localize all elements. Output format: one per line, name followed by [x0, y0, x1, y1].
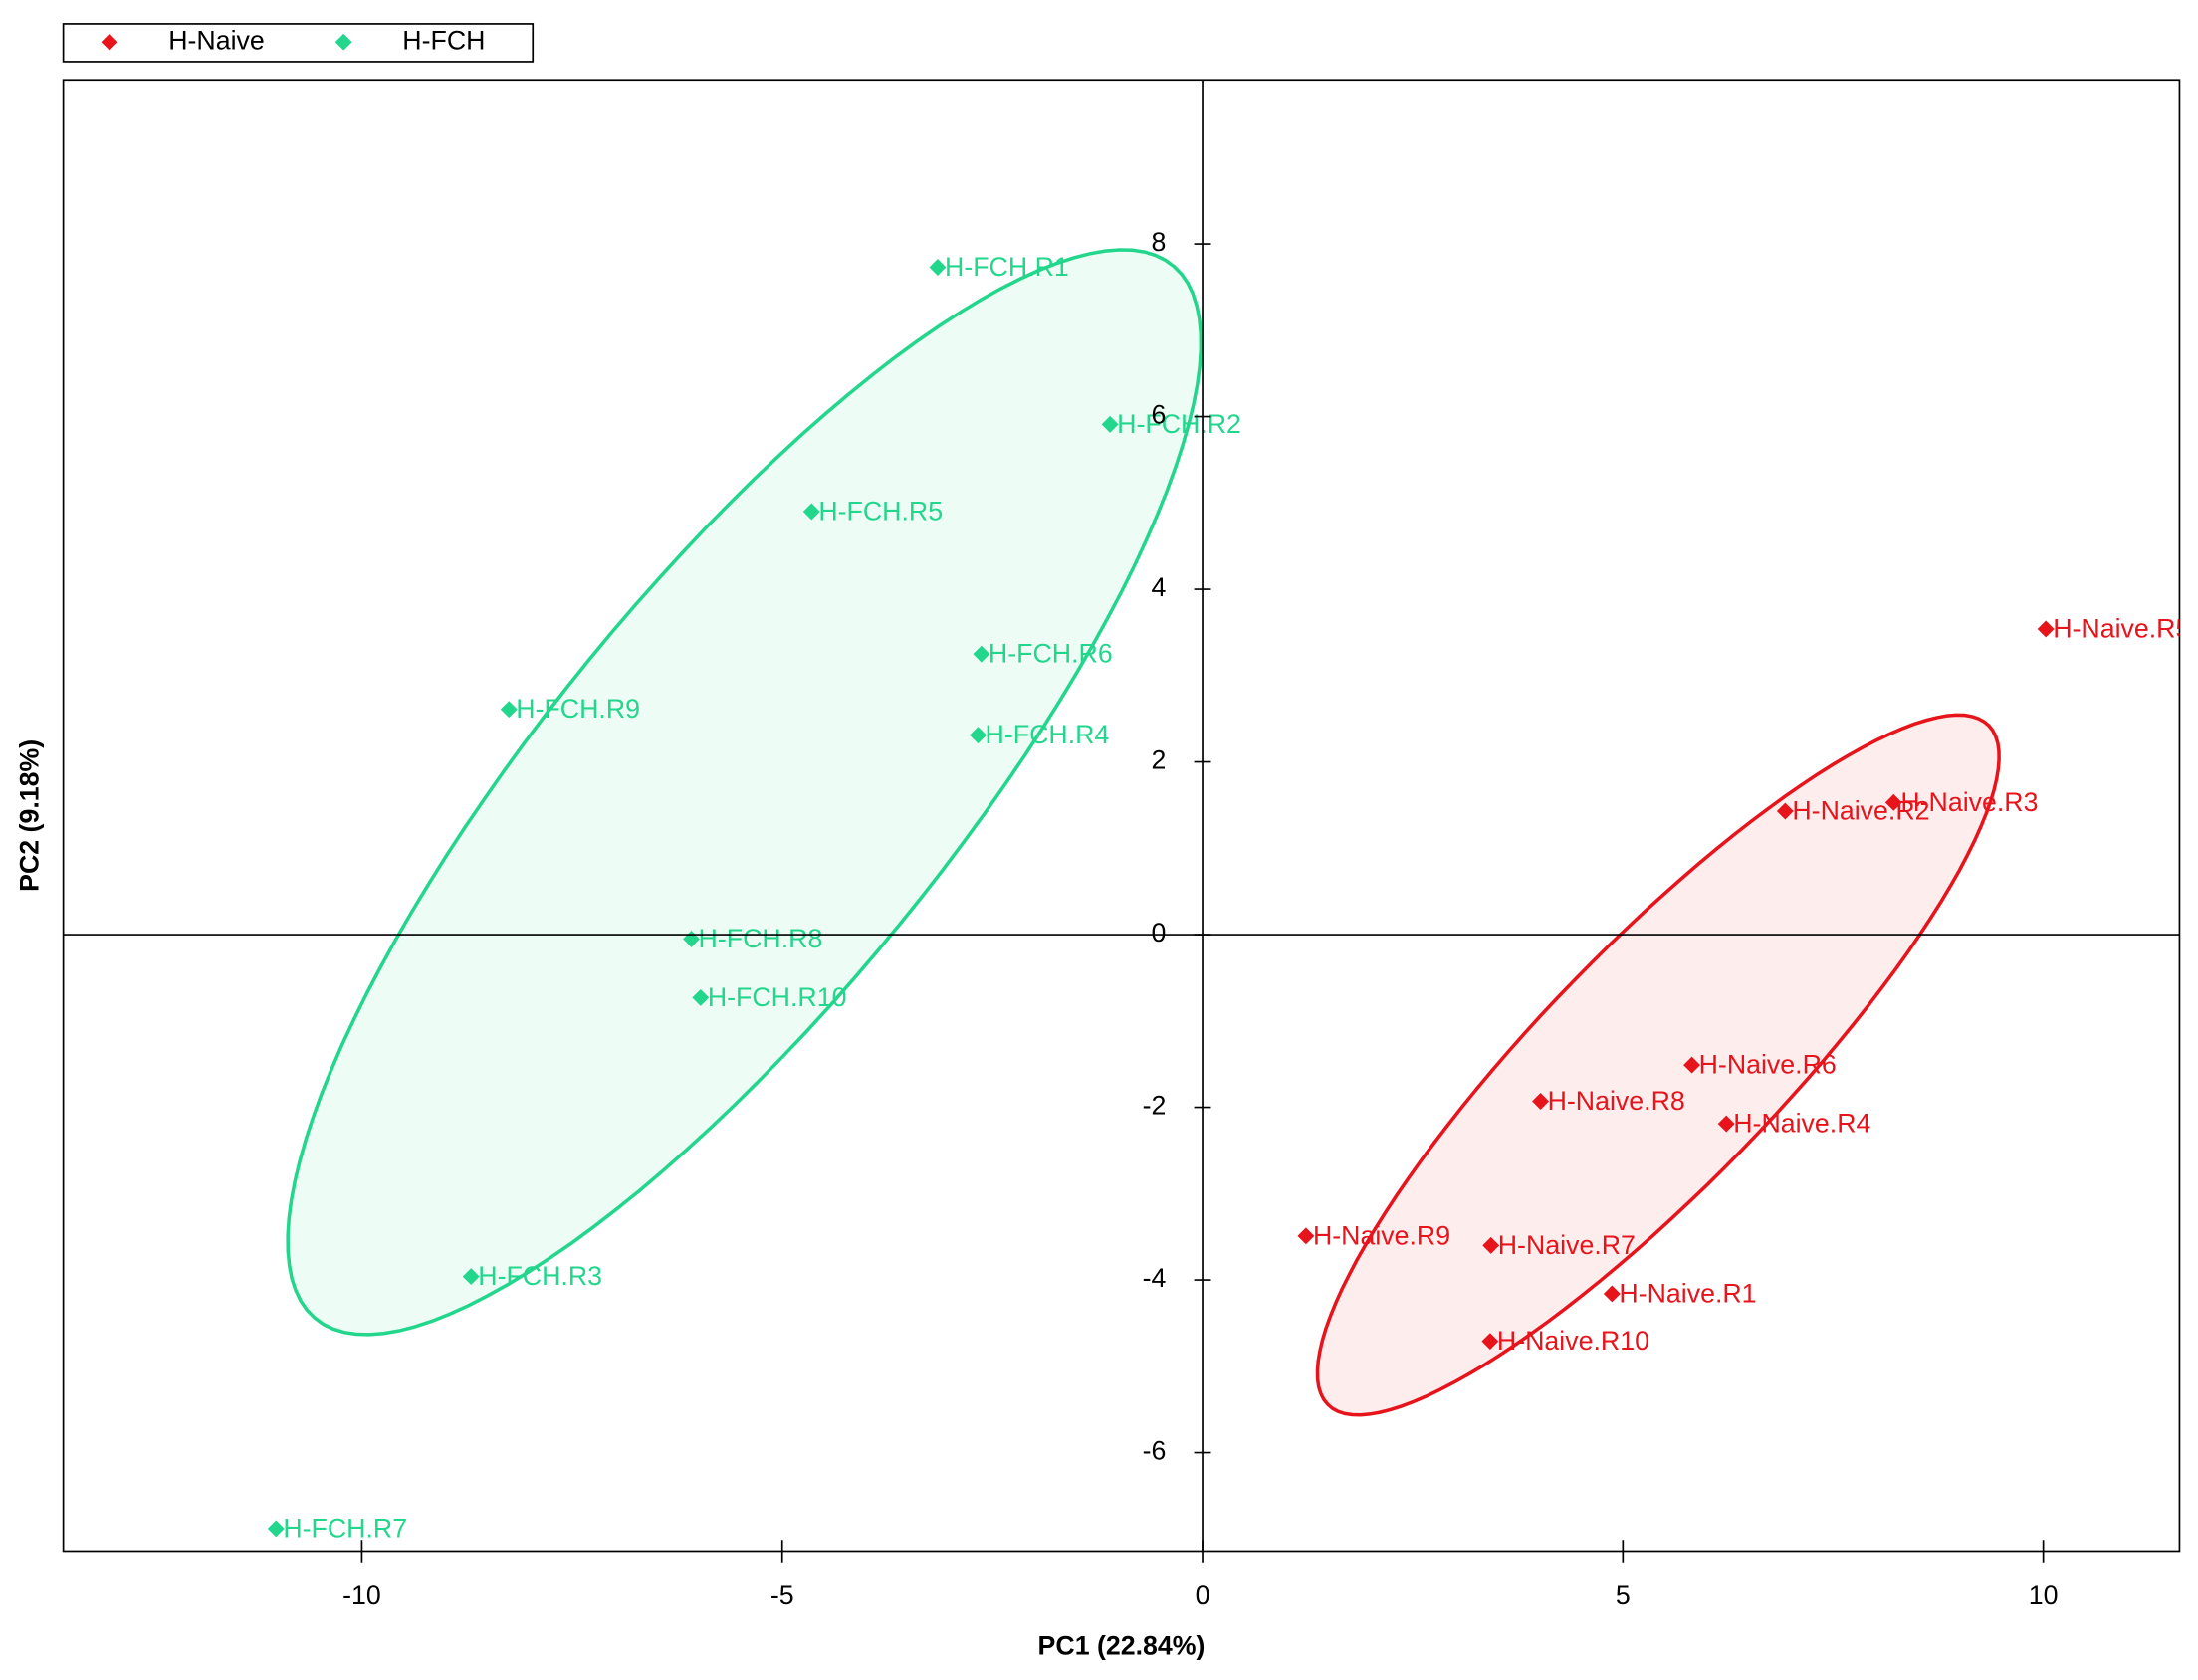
point-label: H-Naive.R8 [1548, 1086, 1685, 1116]
point-label: H-Naive.R5 [2053, 613, 2190, 643]
y-tick-label: -2 [1143, 1091, 1167, 1121]
point-label: H-Naive.R3 [1900, 787, 2038, 817]
x-axis-title: PC1 (22.84%) [1038, 1631, 1206, 1661]
point-label: H-FCH.R8 [699, 924, 823, 953]
data-point [1884, 793, 1902, 811]
point-label: H-Naive.R9 [1313, 1220, 1450, 1250]
point-label: H-FCH.R1 [945, 252, 1069, 282]
data-point [1603, 1285, 1621, 1303]
x-tick-label: -5 [770, 1580, 794, 1610]
point-label: H-FCH.R7 [283, 1513, 407, 1543]
plot-area: H-Naive.R1 H-Naive.R2H-Naive.R3 H-Naive.R4… [267, 248, 2190, 1543]
point-label: H-FCH.R5 [818, 496, 943, 525]
legend-label: H-Naive [168, 25, 265, 55]
point-label: H-Naive.R6 [1699, 1050, 1837, 1080]
x-tick-label: 0 [1196, 1580, 1210, 1610]
x-tick-label: -10 [342, 1580, 381, 1610]
y-axis-title: PC2 (9.18%) [14, 739, 44, 892]
point-label: H-FCH.R10 [708, 982, 847, 1012]
x-tick-label: 5 [1616, 1580, 1631, 1610]
point-label: H-FCH.R4 [986, 720, 1110, 749]
y-tick-label: 0 [1152, 918, 1167, 947]
legend-marker [101, 33, 118, 51]
confidence-ellipse [1315, 713, 2001, 1417]
point-label: H-Naive.R2 [1792, 795, 1929, 825]
data-point [1481, 1333, 1499, 1351]
data-point [973, 645, 990, 663]
data-point [1101, 415, 1119, 433]
point-label: H-Naive.R7 [1498, 1230, 1636, 1260]
data-point [692, 988, 710, 1006]
y-tick-label: 8 [1152, 227, 1167, 257]
data-point [500, 701, 518, 719]
point-label: H-Naive.R4 [1733, 1109, 1870, 1139]
point-label: H-FCH.R6 [989, 639, 1113, 669]
data-point [970, 727, 987, 744]
y-tick-label: -6 [1143, 1436, 1167, 1466]
y-tick-label: 4 [1152, 572, 1167, 602]
y-tick-label: -4 [1143, 1263, 1167, 1293]
y-tick-label: 6 [1152, 400, 1167, 430]
point-label: H-FCH.R3 [478, 1261, 602, 1291]
point-label: H-FCH.R9 [516, 694, 640, 724]
point-label: H-Naive.R10 [1497, 1326, 1649, 1356]
data-point [462, 1268, 480, 1286]
point-label: H-FCH.R2 [1117, 409, 1241, 439]
y-tick-label: 2 [1152, 745, 1167, 775]
data-point [1532, 1093, 1550, 1110]
confidence-ellipse [286, 248, 1204, 1337]
legend-label: H-FCH [402, 25, 485, 55]
data-point [1776, 802, 1794, 820]
x-tick-label: 10 [2029, 1580, 2059, 1610]
legend-box [62, 23, 535, 63]
point-label: H-Naive.R1 [1619, 1278, 1756, 1308]
plot-frame [62, 79, 2181, 1553]
data-point [1717, 1115, 1735, 1133]
